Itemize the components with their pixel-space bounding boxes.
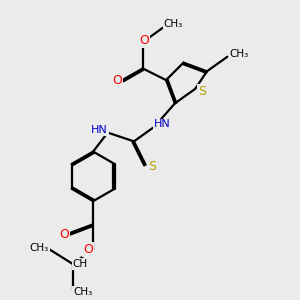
Text: CH₃: CH₃	[164, 19, 183, 29]
Text: O: O	[60, 228, 70, 241]
Text: CH₃: CH₃	[29, 243, 49, 253]
Text: CH₃: CH₃	[73, 286, 92, 297]
Text: S: S	[198, 85, 206, 98]
Text: O: O	[139, 34, 149, 47]
Text: S: S	[148, 160, 156, 173]
Text: HN: HN	[91, 125, 108, 135]
Text: HN: HN	[154, 119, 171, 129]
Text: CH₃: CH₃	[230, 50, 249, 59]
Text: O: O	[83, 243, 93, 256]
Text: CH: CH	[72, 259, 88, 269]
Text: O: O	[112, 74, 122, 87]
